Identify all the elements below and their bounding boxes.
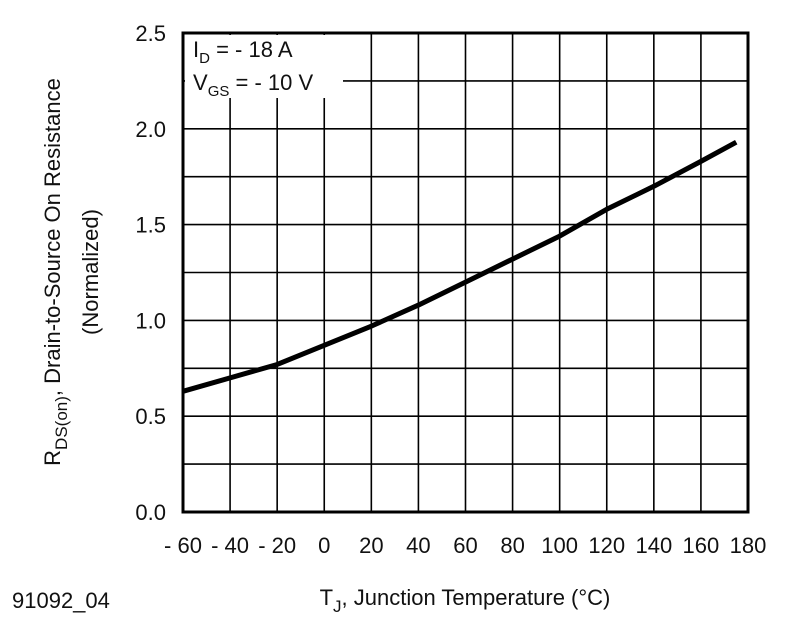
plot-frame: [181, 31, 750, 514]
footnote: 91092_04: [12, 588, 110, 613]
x-tick-label: - 60: [164, 533, 202, 558]
x-tick-label: 60: [453, 533, 477, 558]
line-series: [182, 140, 738, 394]
x-axis-label: TJ, Junction Temperature (°C): [320, 585, 611, 616]
annotation: ID = - 18 A: [193, 37, 293, 67]
x-tick-label: 100: [541, 533, 578, 558]
x-tick-label: - 40: [211, 533, 249, 558]
x-tick-label: 80: [500, 533, 524, 558]
y-tick-label: 2.0: [135, 117, 166, 142]
y-axis-label: RDS(on), Drain-to-Source On Resistance: [40, 78, 71, 466]
x-tick-label: 40: [406, 533, 430, 558]
x-tick-label: 0: [318, 533, 330, 558]
x-tick-label: 180: [730, 533, 767, 558]
x-tick-label: 160: [683, 533, 720, 558]
y-tick-label: 2.5: [135, 21, 166, 46]
x-tick-label: 120: [588, 533, 625, 558]
grid: [182, 32, 749, 513]
y-tick-label: 0.5: [135, 404, 166, 429]
y-tick-label: 1.5: [135, 213, 166, 238]
y-tick-label: 1.0: [135, 308, 166, 333]
y-axis-label: (Normalized): [78, 209, 103, 335]
annotation: VGS = - 10 V: [193, 70, 313, 100]
y-tick-label: 0.0: [135, 500, 166, 525]
x-tick-label: 140: [635, 533, 672, 558]
annotation-box: [185, 35, 343, 98]
x-tick-label: - 20: [258, 533, 296, 558]
x-tick-label: 20: [359, 533, 383, 558]
